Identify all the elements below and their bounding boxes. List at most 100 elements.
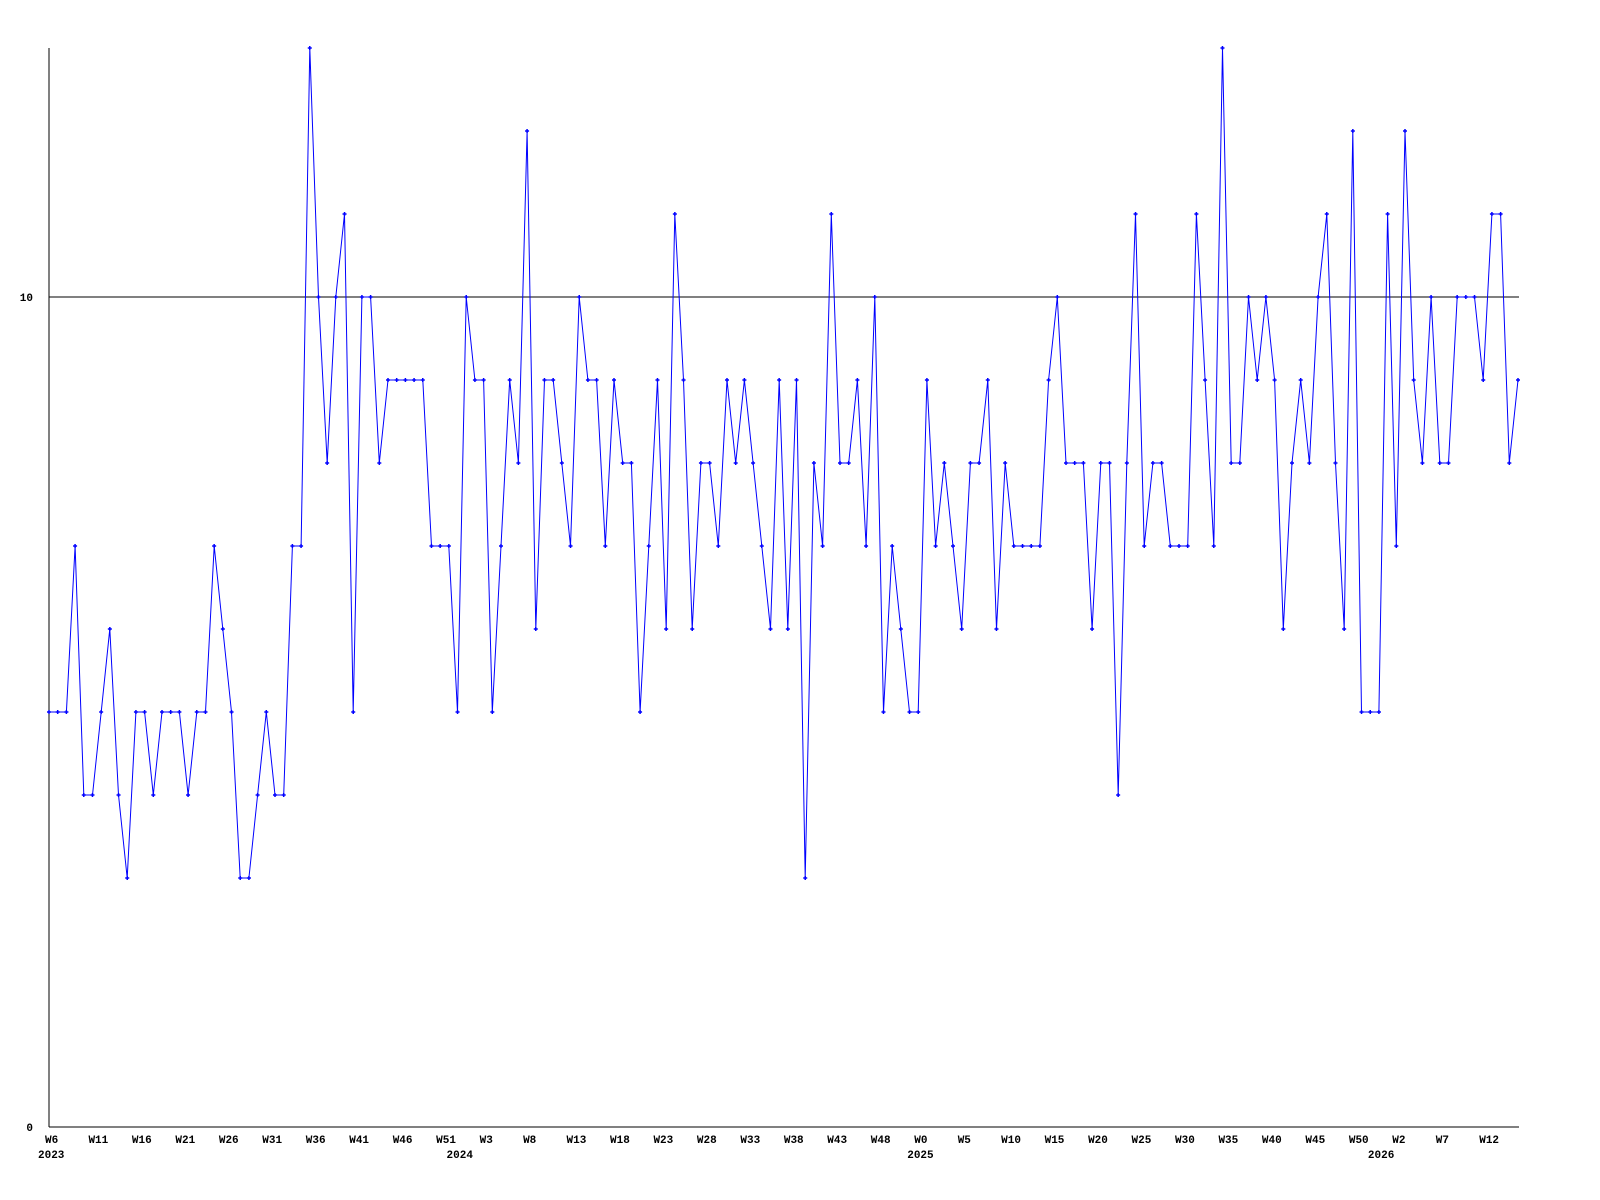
data-point: [1307, 461, 1312, 465]
data-point: [81, 793, 86, 797]
x-tick-label: W43: [827, 1135, 847, 1147]
data-point: [1385, 212, 1390, 216]
data-point: [690, 627, 695, 631]
data-point: [759, 544, 764, 548]
data-point: [1159, 461, 1164, 465]
data-point: [1437, 461, 1442, 465]
data-point: [1046, 378, 1051, 382]
data-point: [1429, 295, 1434, 299]
data-point: [603, 544, 608, 548]
data-point: [881, 710, 886, 714]
x-tick-label: W8: [523, 1135, 537, 1147]
data-point: [1150, 461, 1155, 465]
data-point: [1263, 295, 1268, 299]
data-point: [1403, 129, 1407, 133]
data-point: [203, 710, 208, 714]
data-point: [1394, 544, 1399, 548]
data-point: [829, 212, 834, 216]
data-point: [898, 627, 903, 631]
x-tick-label: W30: [1175, 1135, 1195, 1147]
data-point: [1455, 295, 1460, 299]
data-point: [959, 627, 964, 631]
data-point: [794, 378, 799, 382]
data-point: [751, 461, 756, 465]
data-point: [351, 710, 356, 714]
data-point: [273, 793, 277, 797]
data-point: [1272, 378, 1277, 382]
data-point: [551, 378, 556, 382]
data-point: [577, 295, 582, 299]
data-point: [142, 710, 147, 714]
data-point: [133, 710, 138, 714]
data-line: [49, 47, 1519, 879]
data-point: [412, 378, 417, 382]
data-point: [386, 378, 390, 382]
data-point: [1029, 544, 1034, 548]
data-point: [125, 876, 130, 880]
data-point: [594, 378, 599, 382]
data-point: [1185, 544, 1190, 548]
x-tick-label: W48: [871, 1135, 891, 1147]
axes: [48, 48, 1519, 1128]
axis-labels: 0 10 W6 W11 W16 W21 W26 W31 W36 W41 W46 W51 W3 W8 W13 W…: [20, 293, 1499, 1162]
y-tick-label: 0: [26, 1123, 33, 1135]
data-point: [342, 212, 347, 216]
data-point: [368, 295, 373, 299]
data-point: [1376, 710, 1381, 714]
data-point: [942, 461, 947, 465]
data-point: [1463, 295, 1468, 299]
data-point: [916, 710, 921, 714]
data-point: [464, 295, 469, 299]
x-tick-label: W12: [1479, 1135, 1499, 1147]
x-tick-label: W40: [1262, 1135, 1282, 1147]
data-point: [420, 378, 425, 382]
data-point: [116, 793, 121, 797]
data-point: [994, 627, 999, 631]
data-point: [1220, 46, 1225, 50]
data-point: [1168, 544, 1173, 548]
data-point: [1124, 461, 1129, 465]
data-point: [229, 710, 234, 714]
data-point: [542, 378, 547, 382]
data-point: [1081, 461, 1086, 465]
data-point: [1489, 212, 1494, 216]
x-tick-label: W11: [88, 1135, 108, 1147]
x-tick-label: W46: [393, 1135, 413, 1147]
data-point: [264, 710, 269, 714]
data-point: [725, 378, 729, 382]
data-point: [951, 544, 955, 548]
data-point: [168, 710, 173, 714]
year-label: 2025: [907, 1150, 934, 1162]
data-point: [325, 461, 330, 465]
x-tick-label: W51: [436, 1135, 456, 1147]
data-point: [246, 876, 251, 880]
data-point: [394, 378, 399, 382]
data-point: [672, 212, 677, 216]
data-point: [1507, 461, 1512, 465]
x-tick-label: W38: [784, 1135, 804, 1147]
data-point: [1177, 544, 1181, 548]
data-point: [1316, 295, 1321, 299]
data-point: [359, 295, 364, 299]
data-point: [73, 544, 78, 548]
x-tick-label: W45: [1305, 1135, 1325, 1147]
data-point: [47, 710, 51, 714]
x-tick-label: W35: [1218, 1135, 1238, 1147]
data-point: [1064, 461, 1068, 465]
data-point: [1090, 627, 1095, 631]
data-point: [160, 710, 164, 714]
data-point: [1098, 461, 1103, 465]
x-tick-label: W7: [1436, 1135, 1449, 1147]
data-point: [559, 461, 564, 465]
data-point: [968, 461, 973, 465]
data-point: [1298, 378, 1303, 382]
data-point: [620, 461, 625, 465]
data-point: [1420, 461, 1425, 465]
data-point: [1350, 129, 1355, 133]
data-point: [1324, 212, 1329, 216]
data-point: [316, 295, 321, 299]
data-point: [933, 544, 938, 548]
data-point: [1211, 544, 1216, 548]
data-point: [803, 876, 808, 880]
x-tick-label: W26: [219, 1135, 239, 1147]
